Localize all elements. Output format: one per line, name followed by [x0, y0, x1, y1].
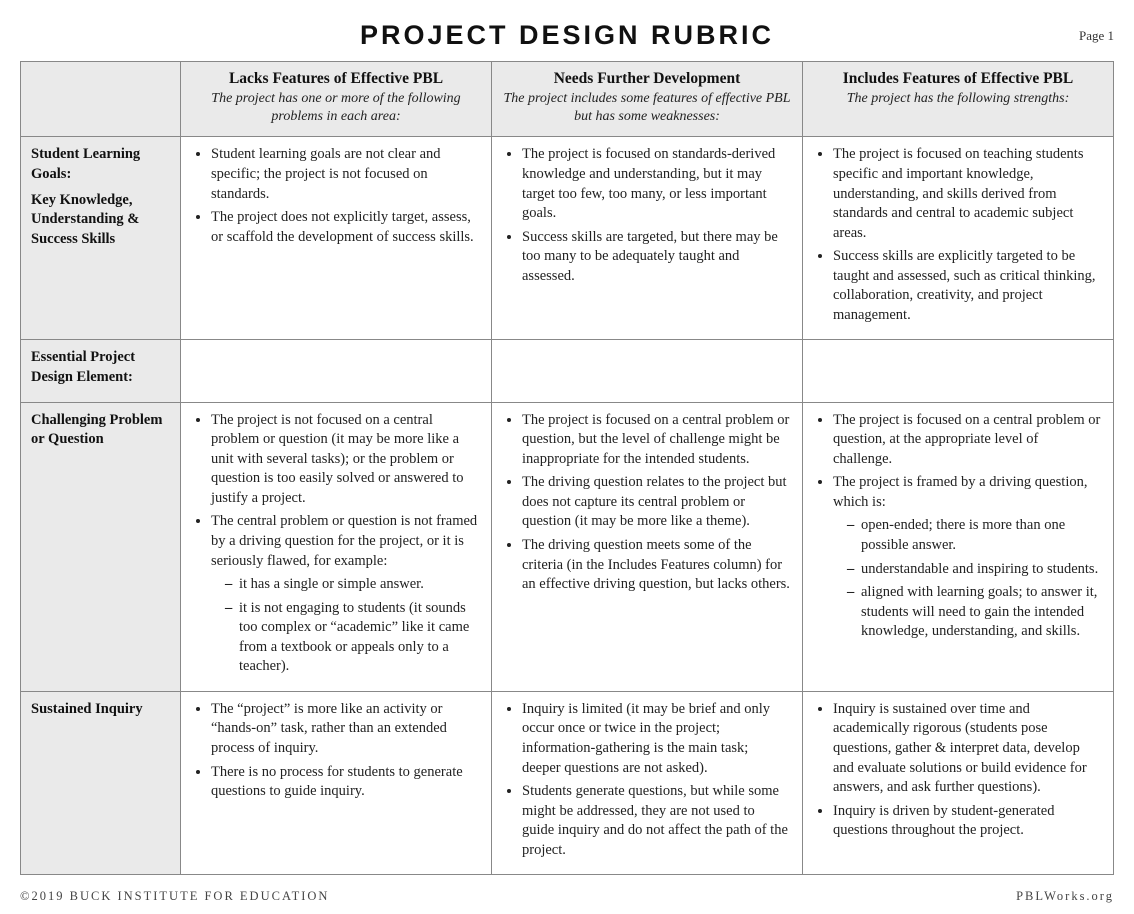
rubric-cell: The project is focused on a central prob…	[803, 402, 1114, 691]
rubric-table-head: Lacks Features of Effective PBL The proj…	[21, 62, 1114, 137]
table-row: Challenging Problem or Question The proje…	[21, 402, 1114, 691]
row-label: Student Learning Goals: Key Knowledge, Un…	[21, 137, 181, 340]
bullet-item: The project does not explicitly target, …	[211, 208, 479, 247]
bullet-item: Inquiry is limited (it may be brief and …	[522, 700, 790, 778]
footer-copyright: ©2019 BUCK INSTITUTE FOR EDUCATION	[20, 889, 329, 904]
bullet-item: Success skills are targeted, but there m…	[522, 228, 790, 287]
bullet-text: The driving question relates to the proj…	[522, 474, 787, 529]
bullet-list: The project is focused on a central prob…	[815, 411, 1101, 642]
bullet-list: The project is focused on teaching stude…	[815, 145, 1101, 325]
row-label: Sustained Inquiry	[21, 691, 181, 875]
bullet-text: The project is not focused on a central …	[211, 412, 464, 506]
rubric-cell	[803, 340, 1114, 402]
col-header-needs: Needs Further Development The project in…	[492, 62, 803, 137]
title-row: PROJECT DESIGN RUBRIC Page 1	[20, 20, 1114, 51]
table-row: Student Learning Goals: Key Knowledge, Un…	[21, 137, 1114, 340]
page-title: PROJECT DESIGN RUBRIC	[360, 20, 774, 50]
rubric-table-body: Student Learning Goals: Key Knowledge, Un…	[21, 137, 1114, 875]
bullet-text: There is no process for students to gene…	[211, 764, 463, 800]
bullet-item: The project is not focused on a central …	[211, 411, 479, 509]
dash-item: understandable and inspiring to students…	[847, 560, 1101, 580]
bullet-item: The project is focused on a central prob…	[522, 411, 790, 470]
bullet-list: The “project” is more like an activity o…	[193, 700, 479, 802]
col-header-title: Lacks Features of Effective PBL	[191, 70, 481, 88]
bullet-text: The driving question meets some of the c…	[522, 537, 790, 592]
table-corner-cell	[21, 62, 181, 137]
dash-list: open-ended; there is more than one possi…	[833, 516, 1101, 641]
bullet-item: Inquiry is sustained over time and acade…	[833, 700, 1101, 798]
col-header-title: Needs Further Development	[502, 70, 792, 88]
bullet-text: Students generate questions, but while s…	[522, 783, 788, 858]
dash-item: open-ended; there is more than one possi…	[847, 516, 1101, 555]
bullet-text: The “project” is more like an activity o…	[211, 701, 447, 756]
rubric-cell: The project is focused on teaching stude…	[803, 137, 1114, 340]
bullet-list: The project is focused on a central prob…	[504, 411, 790, 595]
row-label-main: Student Learning Goals:	[31, 145, 170, 184]
rubric-cell	[492, 340, 803, 402]
bullet-item: The project is focused on teaching stude…	[833, 145, 1101, 243]
col-header-lacks: Lacks Features of Effective PBL The proj…	[181, 62, 492, 137]
bullet-item: The project is focused on standards-deri…	[522, 145, 790, 223]
dash-list: it has a single or simple answer. it is n…	[211, 575, 479, 677]
rubric-cell: The project is focused on a central prob…	[492, 402, 803, 691]
rubric-cell	[181, 340, 492, 402]
row-label-main: Challenging Problem or Question	[31, 411, 170, 450]
bullet-text: Success skills are targeted, but there m…	[522, 229, 778, 284]
dash-item: aligned with learning goals; to answer i…	[847, 583, 1101, 642]
page-number: Page 1	[1079, 28, 1114, 44]
rubric-page: PROJECT DESIGN RUBRIC Page 1 Lacks Featu…	[0, 0, 1134, 914]
bullet-item: The driving question meets some of the c…	[522, 536, 790, 595]
bullet-item: The “project” is more like an activity o…	[211, 700, 479, 759]
rubric-table: Lacks Features of Effective PBL The proj…	[20, 61, 1114, 875]
col-header-includes: Includes Features of Effective PBL The p…	[803, 62, 1114, 137]
rubric-cell: The project is focused on standards-deri…	[492, 137, 803, 340]
bullet-list: The project is focused on standards-deri…	[504, 145, 790, 286]
bullet-item: Success skills are explicitly targeted t…	[833, 247, 1101, 325]
bullet-text: The central problem or question is not f…	[211, 513, 477, 568]
bullet-text: The project is framed by a driving quest…	[833, 474, 1088, 510]
row-label-main: Essential Project Design Element:	[31, 348, 170, 387]
rubric-cell: Inquiry is sustained over time and acade…	[803, 691, 1114, 875]
bullet-item: Students generate questions, but while s…	[522, 782, 790, 860]
col-header-subtitle: The project has one or more of the follo…	[191, 90, 481, 126]
col-header-subtitle: The project has the following strengths:	[813, 90, 1103, 108]
row-label-sub: Key Knowledge, Understanding & Success S…	[31, 191, 170, 250]
bullet-item: The driving question relates to the proj…	[522, 473, 790, 532]
row-label: Essential Project Design Element:	[21, 340, 181, 402]
rubric-cell: The project is not focused on a central …	[181, 402, 492, 691]
table-row: Sustained Inquiry The “project” is more l…	[21, 691, 1114, 875]
bullet-list: Student learning goals are not clear and…	[193, 145, 479, 247]
bullet-item: There is no process for students to gene…	[211, 763, 479, 802]
bullet-item: Inquiry is driven by student-generated q…	[833, 802, 1101, 841]
rubric-cell: Inquiry is limited (it may be brief and …	[492, 691, 803, 875]
rubric-cell: Student learning goals are not clear and…	[181, 137, 492, 340]
table-row: Essential Project Design Element:	[21, 340, 1114, 402]
bullet-text: The project is focused on a central prob…	[522, 412, 789, 467]
bullet-item: The project is focused on a central prob…	[833, 411, 1101, 470]
bullet-item: Student learning goals are not clear and…	[211, 145, 479, 204]
row-label-main: Sustained Inquiry	[31, 700, 170, 720]
bullet-list: Inquiry is sustained over time and acade…	[815, 700, 1101, 841]
col-header-title: Includes Features of Effective PBL	[813, 70, 1103, 88]
bullet-text: The project does not explicitly target, …	[211, 209, 474, 245]
dash-item: it has a single or simple answer.	[225, 575, 479, 595]
bullet-text: Inquiry is driven by student-generated q…	[833, 803, 1054, 839]
footer-site: PBLWorks.org	[1016, 889, 1114, 904]
bullet-list: The project is not focused on a central …	[193, 411, 479, 677]
bullet-text: Inquiry is sustained over time and acade…	[833, 701, 1087, 795]
bullet-text: Success skills are explicitly targeted t…	[833, 248, 1096, 323]
bullet-list: Inquiry is limited (it may be brief and …	[504, 700, 790, 861]
bullet-text: Student learning goals are not clear and…	[211, 146, 441, 201]
dash-item: it is not engaging to students (it sound…	[225, 599, 479, 677]
bullet-item: The project is framed by a driving quest…	[833, 473, 1101, 642]
bullet-text: Inquiry is limited (it may be brief and …	[522, 701, 770, 776]
page-footer: ©2019 BUCK INSTITUTE FOR EDUCATION PBLWo…	[20, 889, 1114, 904]
col-header-subtitle: The project includes some features of ef…	[502, 90, 792, 126]
bullet-text: The project is focused on teaching stude…	[833, 146, 1083, 240]
rubric-cell: The “project” is more like an activity o…	[181, 691, 492, 875]
bullet-text: The project is focused on standards-deri…	[522, 146, 775, 221]
row-label: Challenging Problem or Question	[21, 402, 181, 691]
bullet-text: The project is focused on a central prob…	[833, 412, 1100, 467]
bullet-item: The central problem or question is not f…	[211, 512, 479, 677]
